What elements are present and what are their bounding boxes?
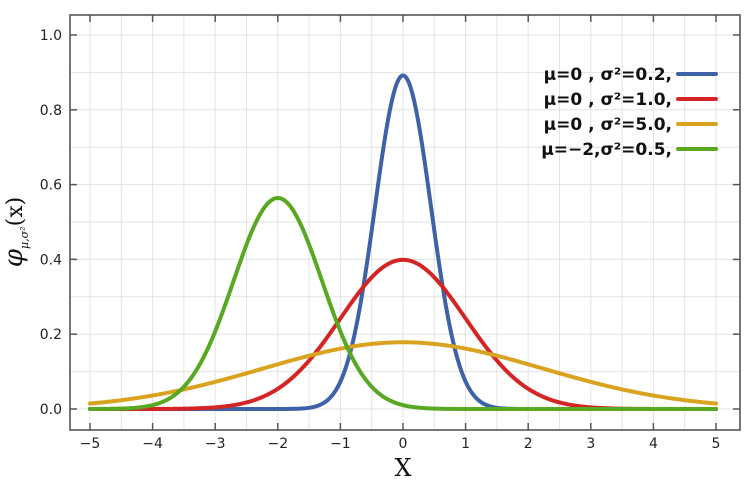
x-tick-label: −4: [142, 436, 163, 452]
x-tick-label: 1: [461, 436, 470, 452]
svg-text:φμ,σ²(x): φμ,σ²(x): [0, 197, 31, 267]
y-tick-label: 0.0: [40, 402, 62, 418]
y-axis-title-main: φ: [0, 248, 29, 267]
legend-label: μ=−2,σ²=0.5,: [541, 140, 672, 160]
y-axis-title-sub: μ,σ²: [18, 226, 31, 249]
y-tick-label: 1.0: [40, 28, 62, 44]
x-tick-label: 4: [649, 436, 658, 452]
series-line-3: [88, 340, 718, 406]
y-tick-label: 0.2: [40, 327, 62, 343]
series-layer: [88, 73, 718, 411]
tick-labels: −5 −4 −3 −2 −1 0 1 2 3 4 5 0.0 0.2 0.4 0.6 0.8 1.0: [40, 28, 721, 452]
series-line-4: [88, 195, 718, 411]
legend-label: μ=0 , σ²=5.0,: [544, 115, 672, 135]
plot-frame: [69, 14, 741, 431]
legend-label: μ=0 , σ²=0.2,: [544, 65, 672, 85]
x-tick-label: −2: [267, 436, 288, 452]
x-tick-label: 0: [399, 436, 408, 452]
x-tick-label: −3: [205, 436, 226, 452]
y-tick-label: 0.4: [40, 252, 62, 268]
x-tick-label: 3: [586, 436, 595, 452]
x-tick-label: 2: [524, 436, 533, 452]
y-axis-title-arg: (x): [3, 197, 28, 227]
x-tick-label: −5: [80, 436, 101, 452]
legend-label: μ=0 , σ²=1.0,: [544, 90, 672, 110]
x-tick-label: 5: [712, 436, 721, 452]
y-tick-label: 0.6: [40, 178, 62, 194]
y-axis-title: φμ,σ²(x): [0, 197, 31, 267]
legend: μ=0 , σ²=0.2, μ=0 , σ²=1.0, μ=0 , σ²=5.0, μ…: [541, 65, 718, 160]
x-tick-label: −1: [330, 436, 351, 452]
ticks: [70, 15, 740, 430]
x-axis-title: X: [394, 454, 411, 482]
y-tick-label: 0.8: [40, 103, 62, 119]
